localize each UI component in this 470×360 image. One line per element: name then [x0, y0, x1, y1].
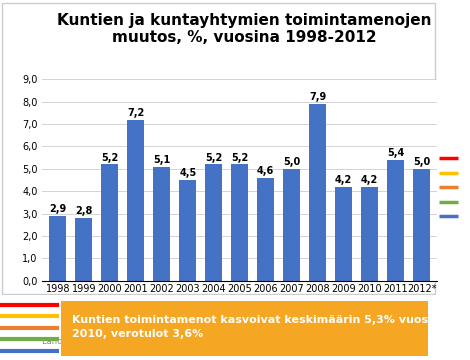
Bar: [127, 120, 144, 281]
Bar: [335, 187, 352, 281]
Bar: [75, 218, 92, 281]
Text: 5,2: 5,2: [205, 153, 222, 162]
Bar: [153, 167, 170, 281]
Text: 5,2: 5,2: [231, 153, 248, 162]
Text: 2,9: 2,9: [49, 204, 67, 214]
Bar: [205, 164, 222, 281]
Text: Kuntien ja kuntayhtymien toimintamenojen
muutos, %, vuosina 1998-2012: Kuntien ja kuntayhtymien toimintamenojen…: [57, 13, 431, 45]
Text: 5,4: 5,4: [387, 148, 404, 158]
Bar: [283, 169, 300, 281]
Bar: [309, 104, 326, 281]
Text: 4,5: 4,5: [179, 168, 196, 178]
Text: 5,1: 5,1: [153, 155, 171, 165]
Bar: [387, 160, 404, 281]
FancyBboxPatch shape: [2, 3, 435, 294]
Text: Lähde: Tilastokeskus: Lähde: Tilastokeskus: [42, 337, 129, 346]
Text: 2,8: 2,8: [75, 206, 93, 216]
Text: 5,2: 5,2: [101, 153, 118, 162]
Bar: [49, 216, 66, 281]
Text: 4,6: 4,6: [257, 166, 274, 176]
Bar: [361, 187, 378, 281]
Bar: [231, 164, 248, 281]
Text: 4,2: 4,2: [335, 175, 352, 185]
Text: 5,0: 5,0: [283, 157, 300, 167]
Text: Kuntien toimintamenot kasvoivat keskimäärin 5,3% vuosina 2000-
2010, verotulot 3: Kuntien toimintamenot kasvoivat keskimää…: [72, 315, 470, 339]
Text: 4,2: 4,2: [361, 175, 378, 185]
Text: 5,0: 5,0: [413, 157, 430, 167]
Bar: [257, 178, 274, 281]
Bar: [102, 164, 118, 281]
Bar: [180, 180, 196, 281]
Bar: [413, 169, 430, 281]
Text: 7,2: 7,2: [127, 108, 144, 118]
FancyBboxPatch shape: [61, 301, 428, 356]
Text: 7,9: 7,9: [309, 92, 326, 102]
